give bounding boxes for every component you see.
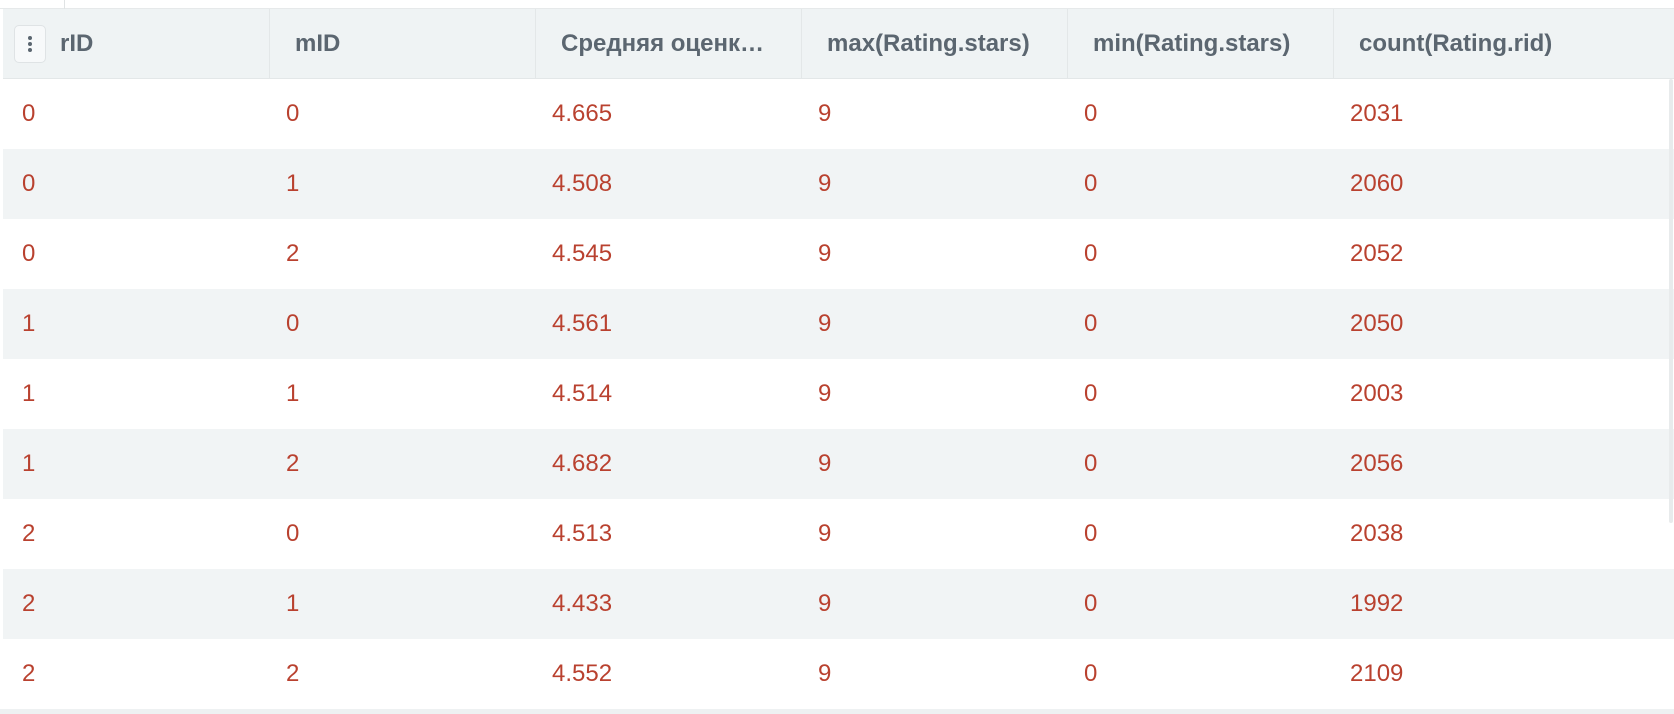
table-cell[interactable]: 2 (286, 660, 300, 687)
table-cell[interactable]: 1 (286, 380, 300, 407)
table-row[interactable]: 0 2 4.545 9 0 2052 (3, 219, 1674, 289)
table-cell[interactable]: 0 (1084, 380, 1098, 407)
table-cell[interactable]: 4.682 (552, 450, 613, 477)
table-cell[interactable]: 0 (1084, 590, 1098, 617)
table-cell[interactable]: 9 (818, 380, 832, 407)
table-cell[interactable]: 0 (1084, 520, 1098, 547)
table-row[interactable]: 2 1 4.433 9 0 1992 (3, 569, 1674, 639)
table-cell[interactable]: 0 (286, 100, 300, 127)
table-cell[interactable]: 0 (286, 310, 300, 337)
table-cell[interactable]: 4.552 (552, 660, 613, 687)
toolbar-divider (64, 0, 65, 9)
table-cell[interactable]: 0 (22, 170, 36, 197)
column-header-min-stars[interactable]: min(Rating.stars) (1068, 9, 1334, 79)
column-menu-button[interactable] (14, 25, 46, 63)
column-header-average-rating[interactable]: Средняя оценк… (536, 9, 802, 79)
table-cell[interactable]: 9 (818, 240, 832, 267)
scrollbar-thumb[interactable] (1669, 79, 1673, 523)
table-cell[interactable]: 0 (1084, 100, 1098, 127)
column-header-label: max(Rating.stars) (827, 30, 1030, 57)
table-cell[interactable]: 0 (1084, 170, 1098, 197)
table-cell[interactable]: 0 (286, 520, 300, 547)
table-body: 0 0 4.665 9 0 2031 0 1 4.508 9 0 2060 0 2 4.545 9 0 2052 1… (3, 79, 1674, 709)
column-header-max-stars[interactable]: max(Rating.stars) (802, 9, 1068, 79)
table-cell[interactable]: 9 (818, 660, 832, 687)
bottom-border (0, 709, 1674, 714)
table-row[interactable]: 2 2 4.552 9 0 2109 (3, 639, 1674, 709)
table-cell[interactable]: 2 (22, 660, 36, 687)
table-row[interactable]: 1 1 4.514 9 0 2003 (3, 359, 1674, 429)
table-header-row: rID mID Средняя оценк… max(Rating.stars)… (3, 9, 1674, 79)
table-cell[interactable]: 1 (286, 170, 300, 197)
vertical-scrollbar[interactable] (1668, 79, 1674, 699)
column-header-mid[interactable]: mID (270, 9, 536, 79)
table-cell[interactable]: 0 (1084, 450, 1098, 477)
table-cell[interactable]: 2 (22, 520, 36, 547)
table-cell[interactable]: 2052 (1350, 240, 1404, 267)
column-header-label: rID (60, 30, 94, 57)
table-cell[interactable]: 9 (818, 520, 832, 547)
column-header-label: mID (295, 30, 341, 57)
column-header-label: count(Rating.rid) (1359, 30, 1553, 57)
table-cell[interactable]: 2056 (1350, 450, 1404, 477)
table-cell[interactable]: 1 (286, 590, 300, 617)
table-cell[interactable]: 9 (818, 590, 832, 617)
table-cell[interactable]: 9 (818, 450, 832, 477)
table-cell[interactable]: 4.665 (552, 100, 613, 127)
results-grid: rID mID Средняя оценк… max(Rating.stars)… (3, 9, 1674, 714)
table-cell[interactable]: 4.561 (552, 310, 613, 337)
table-cell[interactable]: 2 (22, 590, 36, 617)
table-cell[interactable]: 2060 (1350, 170, 1404, 197)
table-cell[interactable]: 9 (818, 100, 832, 127)
column-header-label: min(Rating.stars) (1093, 30, 1291, 57)
table-cell[interactable]: 0 (22, 240, 36, 267)
table-cell[interactable]: 2 (286, 450, 300, 477)
table-cell[interactable]: 0 (1084, 310, 1098, 337)
column-header-rid[interactable]: rID (3, 9, 270, 79)
table-cell[interactable]: 1 (22, 380, 36, 407)
table-cell[interactable]: 1 (22, 310, 36, 337)
vertical-dots-icon (28, 36, 32, 52)
table-cell[interactable]: 2050 (1350, 310, 1404, 337)
table-row[interactable]: 0 1 4.508 9 0 2060 (3, 149, 1674, 219)
table-row[interactable]: 1 0 4.561 9 0 2050 (3, 289, 1674, 359)
table-cell[interactable]: 4.545 (552, 240, 613, 267)
table-cell[interactable]: 4.433 (552, 590, 613, 617)
top-toolbar-strip (0, 0, 1674, 9)
table-cell[interactable]: 4.514 (552, 380, 613, 407)
table-cell[interactable]: 0 (1084, 660, 1098, 687)
table-cell[interactable]: 2031 (1350, 100, 1404, 127)
table-cell[interactable]: 0 (22, 100, 36, 127)
table-row[interactable]: 0 0 4.665 9 0 2031 (3, 79, 1674, 149)
table-cell[interactable]: 2003 (1350, 380, 1404, 407)
table-cell[interactable]: 2 (286, 240, 300, 267)
table-cell[interactable]: 4.508 (552, 170, 613, 197)
table-cell[interactable]: 2038 (1350, 520, 1404, 547)
table-row[interactable]: 2 0 4.513 9 0 2038 (3, 499, 1674, 569)
table-cell[interactable]: 1992 (1350, 590, 1404, 617)
column-header-label: Средняя оценк… (561, 30, 765, 57)
table-cell[interactable]: 2109 (1350, 660, 1404, 687)
table-cell[interactable]: 4.513 (552, 520, 613, 547)
table-cell[interactable]: 1 (22, 450, 36, 477)
table-row[interactable]: 1 2 4.682 9 0 2056 (3, 429, 1674, 499)
column-header-count-rid[interactable]: count(Rating.rid) (1334, 9, 1674, 79)
table-cell[interactable]: 9 (818, 170, 832, 197)
table-cell[interactable]: 9 (818, 310, 832, 337)
table-cell[interactable]: 0 (1084, 240, 1098, 267)
